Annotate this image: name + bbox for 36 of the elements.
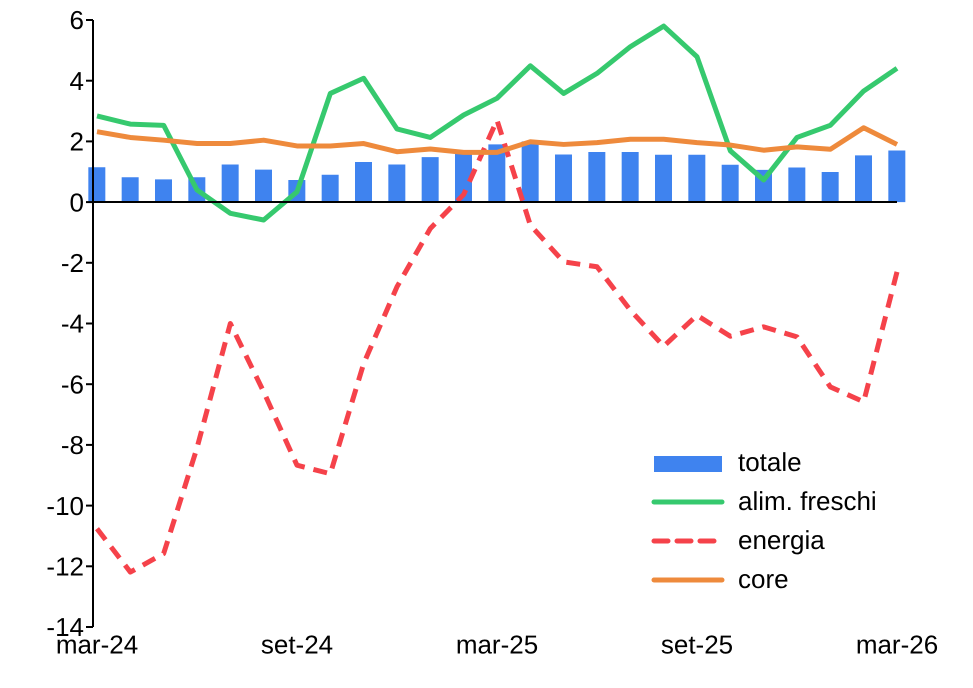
bar (555, 154, 572, 202)
y-tick-label: 6 (70, 5, 84, 36)
y-tick-label: 4 (70, 66, 84, 96)
bar (855, 155, 872, 202)
x-tick-label: set-24 (260, 629, 334, 660)
bar (688, 154, 706, 202)
bar (722, 164, 739, 202)
bar (322, 174, 339, 202)
bar (122, 177, 139, 202)
bar (422, 157, 439, 202)
x-tick-label: mar-26 (856, 629, 938, 660)
x-tick-label: set-25 (660, 629, 734, 660)
bar (588, 152, 606, 202)
bar (888, 150, 906, 202)
legend-label: alim. freschi (738, 486, 877, 517)
bar (355, 162, 372, 202)
bar (622, 152, 639, 202)
legend-label: core (738, 564, 789, 595)
bar (155, 179, 172, 202)
y-tick-label: -12 (46, 552, 84, 582)
y-tick-label: -2 (60, 248, 84, 278)
y-tick-label: -8 (60, 430, 84, 460)
y-tick-label: -10 (46, 490, 84, 521)
bar (388, 164, 406, 202)
bar (255, 170, 272, 202)
y-tick-label: -4 (60, 308, 84, 339)
legend-label: totale (738, 447, 802, 478)
bar (655, 154, 672, 202)
bar (822, 172, 839, 202)
x-tick-label: mar-25 (456, 629, 538, 660)
bar (788, 168, 806, 202)
y-tick-label: 2 (70, 126, 84, 157)
y-tick-label: -6 (60, 369, 84, 400)
y-tick-label: 0 (70, 187, 84, 218)
bar (222, 164, 239, 202)
legend-label: energia (738, 525, 825, 556)
